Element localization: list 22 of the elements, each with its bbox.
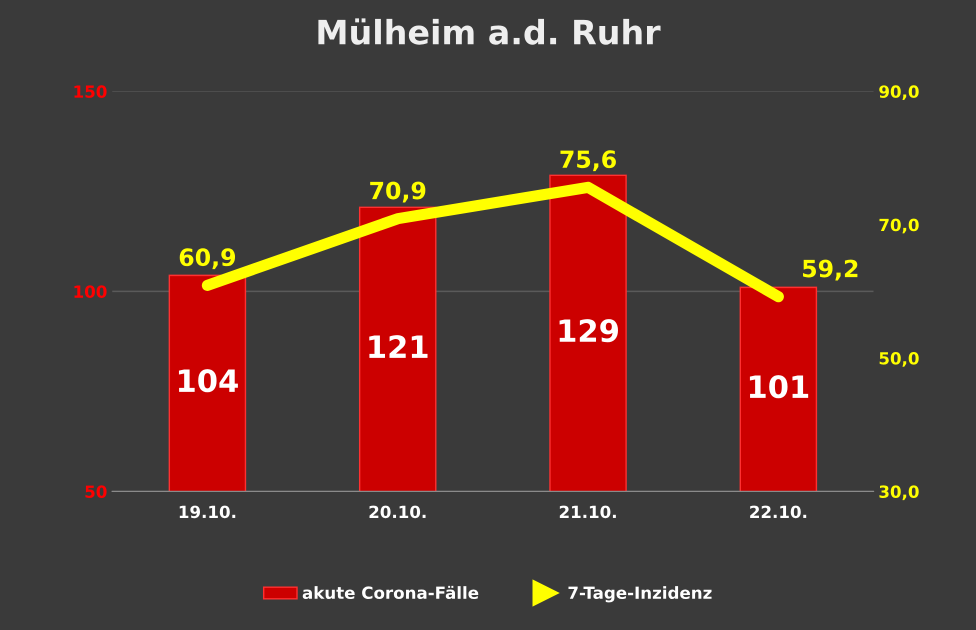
- legend-label: akute Corona-Fälle: [302, 586, 478, 600]
- data-label: 101: [750, 375, 808, 398]
- y2-tick-label: 30,0: [879, 485, 919, 500]
- x-tick-label: 20.10.: [370, 506, 426, 518]
- x-tick-label: 21.10.: [560, 506, 616, 518]
- x-tick-label: 22.10.: [750, 506, 806, 518]
- legend-label: 7-Tage-Inzidenz: [568, 586, 712, 602]
- x-tick-label: 19.10.: [180, 506, 236, 518]
- data-label: 129: [560, 319, 618, 342]
- y-tick-label: 100: [74, 285, 107, 298]
- y2-tick-label: 50,0: [880, 352, 919, 367]
- y-tick-label: 150: [74, 85, 107, 98]
- data-label: 121: [369, 335, 428, 358]
- y2-tick-label: 90,0: [879, 85, 919, 100]
- chart-title: Mülheim a.d. Ruhr: [318, 18, 661, 45]
- data-label: 104: [178, 369, 238, 392]
- y2-tick-label: 70,0: [879, 218, 919, 234]
- data-label: 60,9: [180, 248, 236, 270]
- y-tick-label: 50: [85, 485, 107, 498]
- data-label: 70,9: [370, 182, 426, 202]
- data-label: 75,6: [560, 150, 616, 172]
- data-label: 59,2: [803, 260, 858, 280]
